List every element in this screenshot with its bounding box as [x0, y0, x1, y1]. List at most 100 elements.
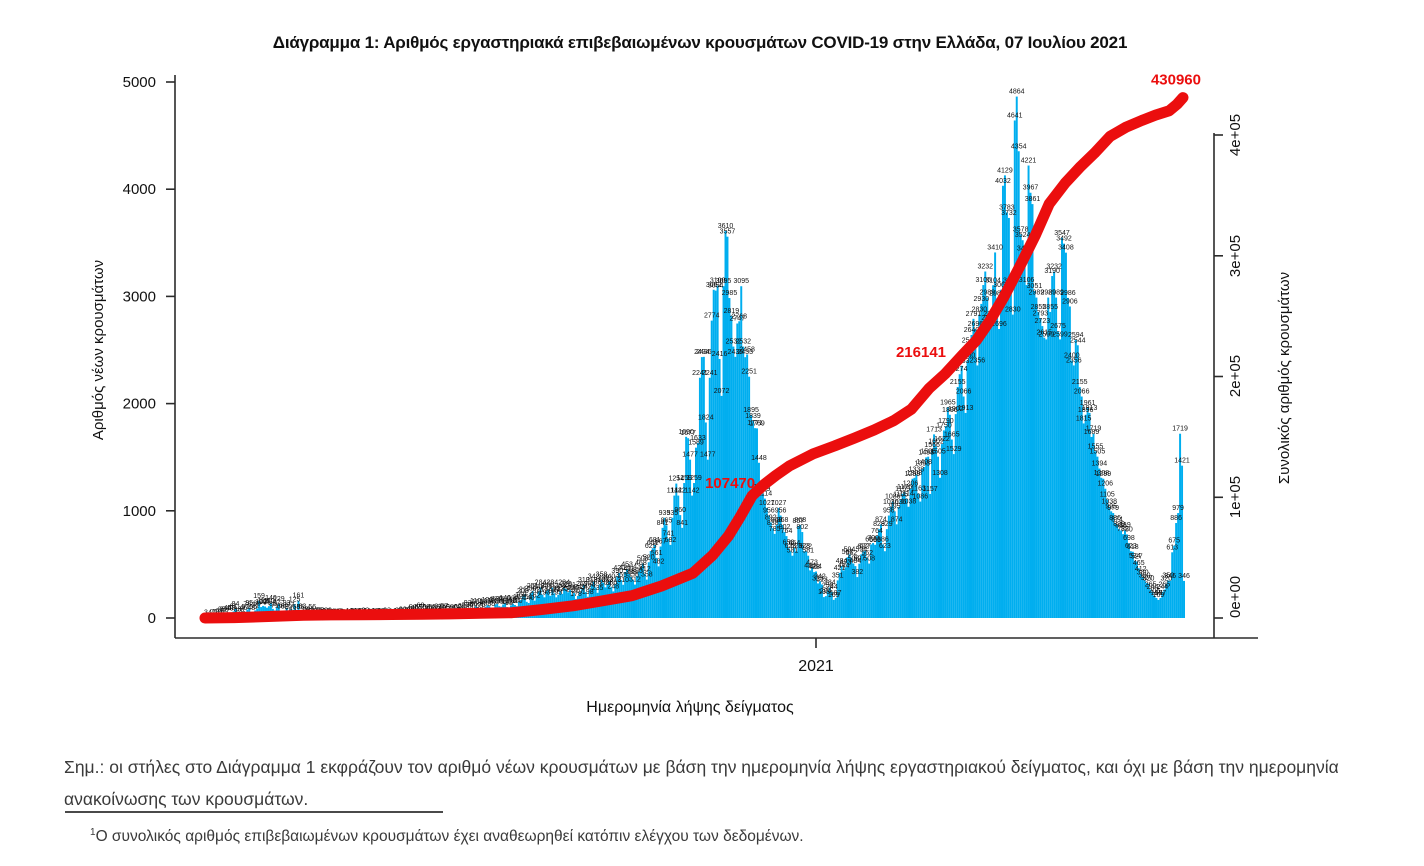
- bar: [1037, 311, 1040, 618]
- bar-value-label: 802: [796, 524, 808, 531]
- bar: [1064, 252, 1067, 618]
- bar-value-label: 426: [619, 564, 631, 571]
- bar: [1059, 339, 1062, 618]
- bar-value-label: 270: [560, 581, 572, 588]
- bar-value-label: 3106: [976, 277, 992, 284]
- bar: [1159, 597, 1162, 618]
- chart-title: Διάγραμμα 1: Αριθμός εργαστηριακά επιβεβ…: [272, 33, 1128, 52]
- bar-value-label: 935: [659, 510, 671, 517]
- bar-value-label: 251: [527, 583, 539, 590]
- bar: [1139, 573, 1142, 618]
- bar: [844, 567, 847, 618]
- bar-value-label: 3783: [999, 204, 1015, 211]
- bar-value-label: 241: [574, 584, 586, 591]
- bar: [783, 532, 786, 618]
- bar: [645, 579, 648, 618]
- bar-value-label: 110: [263, 598, 274, 605]
- bar: [612, 591, 615, 618]
- bar-value-label: 269: [576, 581, 588, 588]
- bar-value-label: 3051: [1027, 283, 1043, 290]
- bar-value-label: 78: [243, 602, 251, 609]
- bar-value-label: 3861: [1025, 196, 1041, 203]
- bar-value-label: 819: [1119, 522, 1131, 529]
- bar-value-label: 205: [1149, 588, 1161, 595]
- bar: [864, 550, 867, 618]
- bar: [1027, 165, 1030, 618]
- bar-value-label: 868: [794, 517, 806, 524]
- bar: [722, 286, 725, 618]
- bar: [791, 555, 794, 618]
- bar-value-label: 244: [1157, 584, 1169, 591]
- bar-value-label: 1689: [1084, 429, 1100, 436]
- bar: [1078, 386, 1081, 618]
- bar-value-label: 411: [623, 566, 634, 573]
- bar-value-label: 193: [550, 589, 562, 596]
- bar-value-label: 132: [491, 596, 503, 603]
- bar-value-label: 581: [787, 548, 799, 555]
- bar: [712, 289, 715, 618]
- bar-value-label: 244: [1147, 584, 1159, 591]
- bar: [1007, 217, 1010, 618]
- bar-value-label: 265: [1145, 582, 1157, 589]
- bar-value-label: 1750: [936, 422, 952, 429]
- bar-value-label: 465: [1133, 560, 1145, 567]
- bar-value-label: 207: [545, 588, 557, 595]
- bar-value-label: 169: [1153, 592, 1165, 599]
- bar: [986, 297, 989, 618]
- bar-value-label: 235: [592, 585, 604, 592]
- bar: [1051, 276, 1054, 618]
- bar-value-label: 90: [480, 600, 488, 607]
- bar: [1017, 151, 1020, 618]
- bar-value-label: 3232: [1046, 264, 1062, 271]
- bar-value-label: 110: [511, 598, 522, 605]
- bar-value-label: 31: [220, 607, 228, 614]
- bar-value-label: 3408: [1058, 245, 1074, 252]
- bar-value-label: 1815: [1076, 415, 1092, 422]
- footnote-text: 1Ο συνολικός αριθμός επιβεβαιωμένων κρου…: [90, 827, 1290, 846]
- bar-value-label: 63: [299, 603, 307, 610]
- bar: [1090, 436, 1093, 618]
- bar-value-label: 868: [777, 517, 789, 524]
- bar: [834, 597, 837, 618]
- bar: [1127, 543, 1130, 618]
- bar-value-label: 2436: [728, 349, 744, 356]
- bar-value-label: 75: [478, 602, 486, 609]
- bar-value-label: 2819: [724, 308, 740, 315]
- bar-value-label: 473: [806, 559, 818, 566]
- bar-value-label: 85: [487, 601, 495, 608]
- bar: [832, 599, 835, 618]
- bar-value-label: 3095: [716, 278, 732, 285]
- bar-value-label: 33: [289, 606, 297, 613]
- bar: [956, 386, 959, 618]
- bar-value-label: 258: [822, 582, 834, 589]
- bar-value-label: 56: [308, 604, 316, 611]
- bar: [1110, 511, 1113, 618]
- bar: [1029, 192, 1032, 619]
- bar: [781, 524, 784, 618]
- bar-value-label: 1477: [682, 452, 698, 459]
- bar-value-label: 3106: [1019, 277, 1035, 284]
- bar-value-label: 246: [533, 584, 545, 591]
- bar-value-label: 2436: [696, 349, 712, 356]
- bar: [797, 526, 800, 618]
- bar-value-label: 412: [1135, 566, 1147, 573]
- bar-value-label: 868: [771, 517, 783, 524]
- bar-value-label: 40: [226, 606, 234, 613]
- bar-value-label: 102: [501, 599, 513, 606]
- bar-value-label: 244: [826, 584, 838, 591]
- bar: [925, 457, 928, 618]
- bar: [716, 285, 719, 618]
- bar-value-label: 323: [812, 575, 824, 582]
- bar-value-label: 1206: [1098, 481, 1114, 488]
- bar-value-label: 127: [489, 596, 501, 603]
- bar-value-label: 4032: [995, 178, 1011, 185]
- bar: [779, 515, 782, 618]
- bar: [911, 478, 914, 618]
- bar: [787, 547, 790, 618]
- bar-value-label: 2989: [1048, 290, 1064, 297]
- right-tick-label-2e05: 2e+05: [1227, 355, 1244, 397]
- bar-value-label: 2532: [726, 339, 742, 346]
- bar: [706, 459, 709, 618]
- bar: [708, 377, 711, 618]
- bar: [974, 328, 977, 618]
